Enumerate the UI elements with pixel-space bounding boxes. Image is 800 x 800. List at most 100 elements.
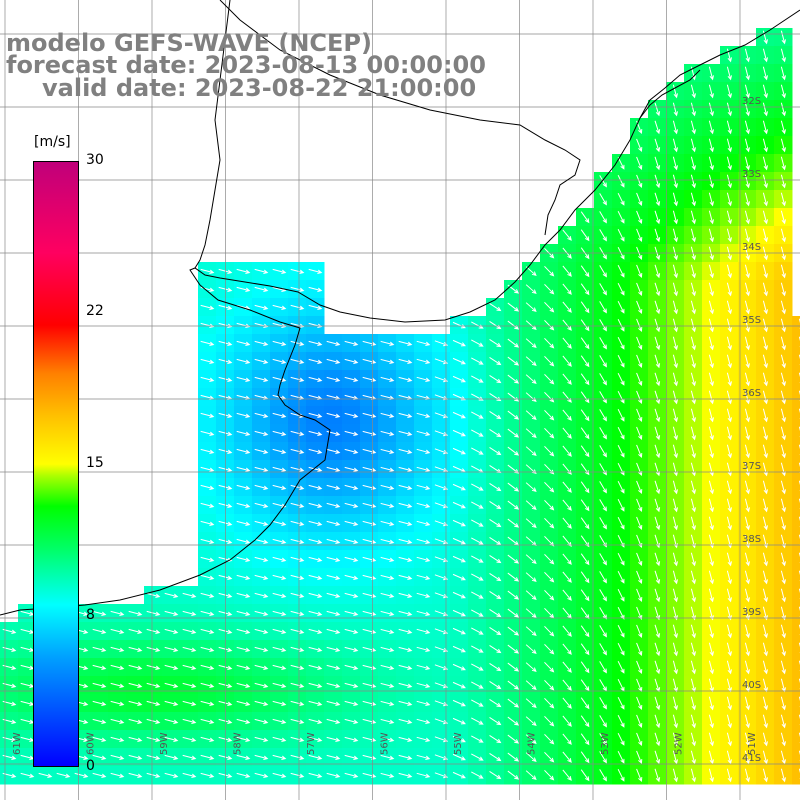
wind-arrow bbox=[762, 516, 768, 531]
wind-arrow bbox=[599, 625, 607, 638]
wind-arrow bbox=[434, 502, 449, 509]
wind-arrow bbox=[398, 556, 413, 562]
wind-arrow bbox=[654, 336, 661, 351]
wind-arrow bbox=[762, 408, 768, 423]
wind-arrow bbox=[617, 282, 625, 296]
wind-arrow bbox=[200, 682, 215, 688]
wind-arrow bbox=[326, 664, 341, 670]
wind-arrow bbox=[110, 718, 125, 724]
wind-arrow bbox=[726, 120, 732, 135]
wind-arrow bbox=[762, 336, 768, 351]
wind-arrow bbox=[398, 502, 413, 508]
wind-arrow bbox=[326, 574, 341, 580]
wind-arrow bbox=[780, 48, 786, 63]
wind-arrow bbox=[654, 660, 661, 675]
wind-arrow bbox=[452, 771, 466, 779]
wind-arrow bbox=[654, 426, 661, 441]
wind-arrow bbox=[398, 628, 413, 634]
wind-arrow bbox=[654, 282, 661, 297]
wind-arrow bbox=[507, 626, 520, 636]
wind-speed-cell bbox=[792, 388, 800, 407]
wind-arrow bbox=[762, 642, 768, 657]
wind-arrow bbox=[726, 624, 732, 639]
wind-arrow bbox=[128, 754, 143, 760]
wind-arrow bbox=[254, 448, 269, 454]
wind-arrow bbox=[452, 609, 466, 617]
wind-speed-cell bbox=[792, 604, 800, 623]
wind-arrow bbox=[744, 138, 750, 153]
wind-arrow bbox=[471, 375, 484, 383]
wind-arrow bbox=[726, 84, 732, 99]
wind-arrow bbox=[471, 681, 484, 689]
wind-arrow bbox=[92, 754, 107, 760]
wind-arrow bbox=[398, 412, 413, 418]
wind-arrow bbox=[726, 138, 732, 153]
wind-arrow bbox=[416, 664, 431, 671]
wind-arrow bbox=[780, 228, 786, 243]
wind-arrow bbox=[236, 466, 251, 472]
lon-label: 53W bbox=[600, 732, 611, 755]
wind-arrow bbox=[254, 682, 269, 688]
wind-arrow bbox=[507, 608, 520, 618]
wind-arrow bbox=[236, 358, 251, 364]
wind-speed-cell bbox=[792, 370, 800, 389]
wind-arrow bbox=[544, 625, 555, 637]
wind-arrow bbox=[544, 643, 555, 655]
wind-arrow bbox=[272, 736, 287, 742]
wind-arrow bbox=[780, 660, 786, 675]
wind-arrow bbox=[690, 156, 696, 171]
wind-arrow bbox=[544, 679, 555, 691]
wind-arrow bbox=[762, 174, 768, 189]
wind-arrow bbox=[636, 480, 643, 495]
wind-arrow bbox=[744, 408, 750, 423]
wind-arrow bbox=[654, 480, 661, 495]
wind-arrow bbox=[290, 628, 305, 634]
wind-speed-cell bbox=[792, 694, 800, 713]
wind-arrow bbox=[489, 645, 502, 654]
wind-arrow bbox=[452, 591, 466, 599]
wind-arrow bbox=[636, 768, 643, 783]
wind-arrow bbox=[672, 138, 678, 153]
wind-arrow bbox=[452, 375, 466, 383]
wind-arrow bbox=[636, 138, 643, 153]
wind-arrow bbox=[182, 628, 197, 634]
wind-arrow bbox=[580, 517, 590, 530]
wind-arrow bbox=[636, 552, 643, 567]
wind-arrow bbox=[708, 192, 714, 207]
wind-arrow bbox=[726, 444, 732, 459]
wind-arrow bbox=[672, 606, 678, 621]
wind-arrow bbox=[344, 664, 359, 670]
wind-arrow bbox=[636, 408, 643, 423]
wind-arrow bbox=[762, 570, 768, 585]
wind-arrow bbox=[254, 304, 269, 310]
wind-arrow bbox=[562, 337, 572, 349]
wind-arrow bbox=[654, 624, 661, 639]
wind-arrow bbox=[434, 412, 449, 419]
wind-arrow bbox=[326, 754, 341, 760]
wind-arrow bbox=[110, 772, 125, 778]
wind-arrow bbox=[780, 264, 786, 279]
wind-arrow bbox=[599, 427, 607, 440]
wind-arrow bbox=[726, 588, 732, 603]
wind-arrow bbox=[308, 340, 323, 346]
wind-arrow bbox=[690, 624, 696, 639]
wind-arrow bbox=[236, 448, 251, 454]
wind-arrow bbox=[272, 610, 287, 616]
wind-arrow bbox=[200, 448, 215, 454]
wind-arrow bbox=[489, 681, 502, 690]
wind-arrow bbox=[110, 628, 125, 634]
wind-arrow bbox=[380, 736, 395, 742]
wind-arrow bbox=[672, 426, 678, 441]
wind-arrow bbox=[690, 498, 696, 513]
wind-arrow bbox=[636, 282, 643, 297]
wind-arrow bbox=[617, 354, 625, 368]
colorbar-tick-15: 15 bbox=[86, 455, 104, 471]
wind-arrow bbox=[580, 733, 590, 746]
wind-arrow bbox=[489, 771, 502, 780]
wind-arrow bbox=[452, 411, 466, 419]
wind-arrow bbox=[762, 210, 768, 225]
wind-arrow bbox=[489, 537, 502, 546]
lon-label: 52W bbox=[674, 732, 685, 755]
wind-arrow bbox=[290, 610, 305, 616]
wind-arrow bbox=[236, 772, 251, 778]
